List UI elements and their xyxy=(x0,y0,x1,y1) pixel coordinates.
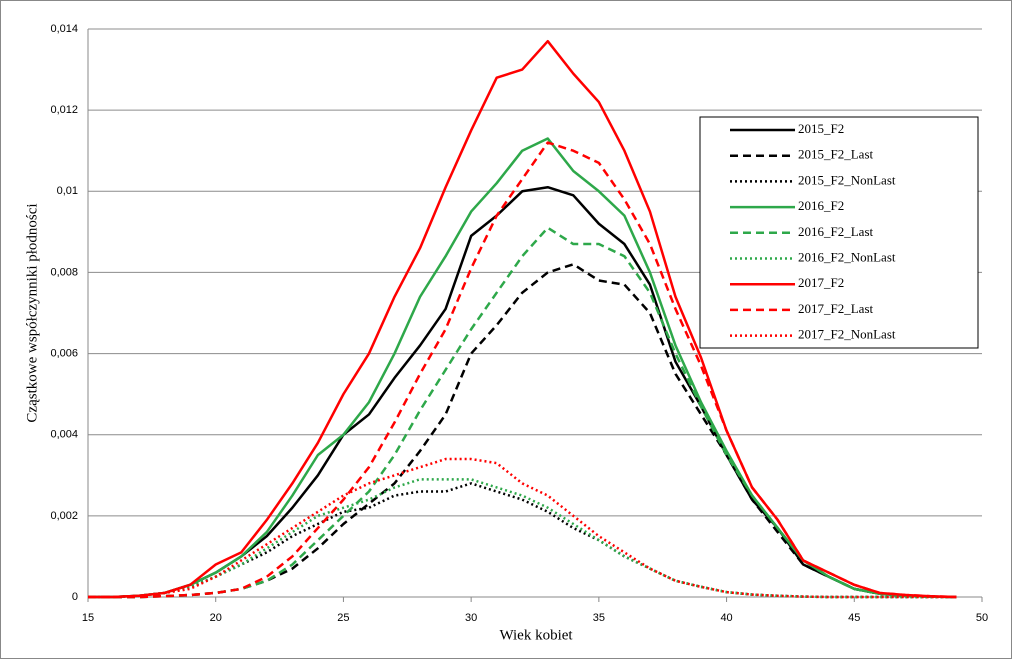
x-tick-label: 20 xyxy=(210,612,222,624)
y-tick-label: 0,006 xyxy=(50,347,78,359)
y-axis-label: Cząstkowe współczynniki płodności xyxy=(24,203,40,422)
y-tick-label: 0,012 xyxy=(50,104,78,116)
legend-label: 2017_F2 xyxy=(798,275,844,290)
legend-label: 2015_F2 xyxy=(798,121,844,136)
x-axis-label: Wiek kobiet xyxy=(499,627,573,643)
y-tick-label: 0,002 xyxy=(50,510,78,522)
legend: 2015_F2 2015_F2_Last 2015_F2_NonLast 2016_F… xyxy=(730,121,896,342)
series-line xyxy=(88,478,957,599)
legend-label: 2015_F2_Last xyxy=(798,147,874,162)
y-tick-label: 0,004 xyxy=(50,429,78,441)
series-line xyxy=(88,141,957,599)
legend-label: 2016_F2 xyxy=(798,198,844,213)
x-tick-label: 45 xyxy=(848,612,860,624)
lines xyxy=(88,39,957,599)
legend-label: 2015_F2_NonLast xyxy=(798,172,896,187)
y-tick-label: 0,008 xyxy=(50,266,78,278)
x-tick-label: 50 xyxy=(976,612,988,624)
x-tick-label: 40 xyxy=(720,612,732,624)
y-tick-label: 0 xyxy=(72,591,78,603)
series-line xyxy=(88,39,957,599)
legend-label: 2016_F2_Last xyxy=(798,224,874,239)
x-tick-label: 30 xyxy=(465,612,477,624)
legend-label: 2016_F2_NonLast xyxy=(798,249,896,264)
legend-label: 2017_F2_NonLast xyxy=(798,327,896,342)
series-line xyxy=(88,457,957,599)
legend-label: 2017_F2_Last xyxy=(798,301,874,316)
x-tick-label: 25 xyxy=(337,612,349,624)
y-tick-label: 0,01 xyxy=(57,185,78,197)
x-tick-label: 35 xyxy=(593,612,605,624)
y-tick-label: 0,014 xyxy=(50,23,78,35)
x-tick-label: 15 xyxy=(82,612,94,624)
